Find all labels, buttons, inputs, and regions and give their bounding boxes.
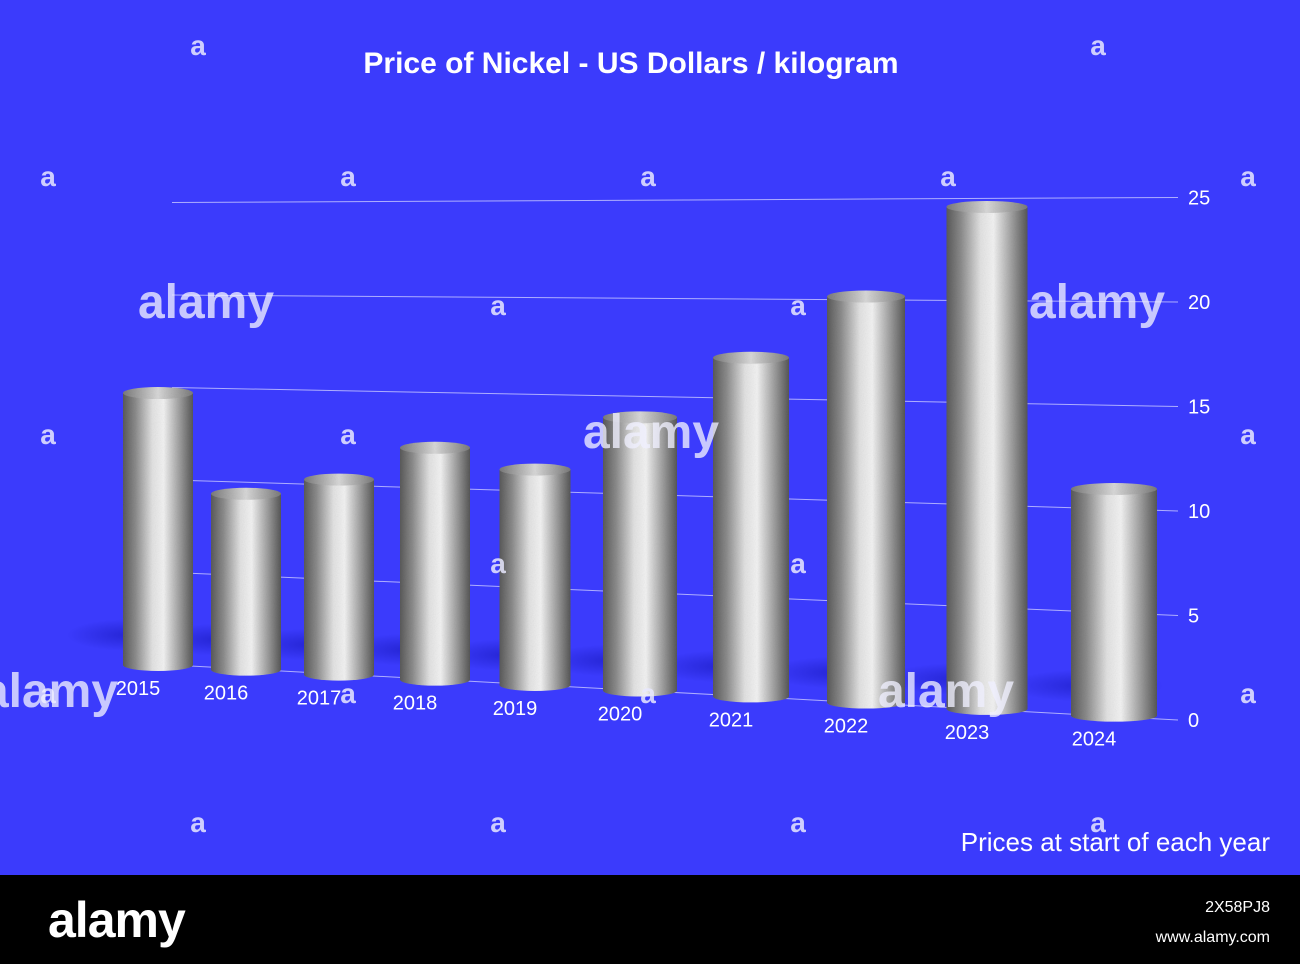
y-tick-label: 20 [1188,292,1210,314]
y-tick-label: 5 [1188,606,1199,628]
bar [123,387,193,671]
x-category-label: 2020 [598,704,643,726]
watermark-glyph: a [1240,161,1256,192]
bars [123,200,1157,722]
watermark-word: alamy [1029,276,1165,329]
bar [304,473,374,681]
watermark-glyph: a [40,161,56,192]
watermark-glyph: a [190,30,206,61]
x-category-label: 2019 [493,698,538,720]
watermark-glyph: a [940,161,956,192]
watermark-word: alamy [878,665,1014,718]
y-tick-label: 25 [1188,188,1210,210]
gridline [171,197,1179,203]
watermark-glyph: a [40,678,56,709]
watermark-word: alamy [583,406,719,459]
watermark-glyph: a [640,678,656,709]
watermark-word: alamy [0,665,118,718]
watermark-glyph: a [790,548,806,579]
watermark-glyph: a [340,419,356,450]
chart-title: Price of Nickel - US Dollars / kilogram [363,47,898,80]
x-category-label: 2018 [393,693,438,715]
watermark: aaaaaaaaaaaaaaaaaaaaaaalamyalamyalamyala… [0,30,1256,838]
watermark-glyph: a [1090,807,1106,838]
x-category-label: 2024 [1072,729,1117,751]
bar [211,487,281,676]
footer-logo: alamy [48,892,186,948]
watermark-glyph: a [1240,419,1256,450]
watermark-glyph: a [190,807,206,838]
x-axis-categories: 2015 2016 2017 2018 2019 2020 2021 2022 2023 2024 [116,678,1117,751]
footer-image-id: 2X58PJ8 www.alamy.com [1156,893,1270,953]
image-id: 2X58PJ8 [1205,899,1270,916]
watermark-glyph: a [340,161,356,192]
watermark-glyph: a [1090,30,1106,61]
watermark-glyph: a [40,419,56,450]
x-category-label: 2015 [116,678,161,700]
watermark-glyph: a [490,548,506,579]
x-category-label: 2022 [824,716,869,738]
bar [603,411,677,697]
bar [827,290,905,709]
y-tick-label: 15 [1188,397,1210,419]
bar [499,463,571,691]
watermark-word: alamy [138,276,274,329]
x-category-label: 2016 [204,683,249,705]
watermark-glyph: a [1240,678,1256,709]
y-axis-ticks: 0 5 10 15 20 25 [1188,188,1210,733]
x-category-label: 2017 [297,688,342,710]
site-url: www.alamy.com [1155,929,1270,946]
footer-bar: alamy 2X58PJ8 www.alamy.com [0,875,1300,964]
watermark-glyph: a [340,678,356,709]
x-category-label: 2021 [709,709,754,731]
bar [1071,483,1157,722]
watermark-glyph: a [490,290,506,321]
y-tick-label: 0 [1188,710,1199,732]
x-category-label: 2023 [945,722,990,744]
watermark-glyph: a [790,290,806,321]
chart-footnote: Prices at start of each year [961,827,1271,857]
bar [946,200,1028,715]
bar [713,351,789,703]
watermark-glyph: a [640,161,656,192]
chart: Price of Nickel - US Dollars / kilogram … [0,30,1271,857]
y-tick-label: 10 [1188,501,1210,523]
watermark-glyph: a [490,807,506,838]
bar [400,441,470,686]
watermark-glyph: a [790,807,806,838]
